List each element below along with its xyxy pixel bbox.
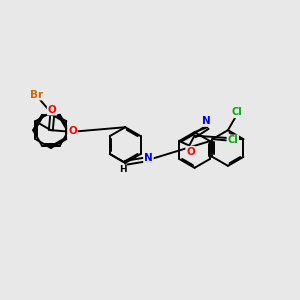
Text: Cl: Cl xyxy=(227,135,238,145)
Text: O: O xyxy=(186,147,195,157)
Text: Br: Br xyxy=(30,89,43,100)
Text: H: H xyxy=(119,165,127,174)
Text: O: O xyxy=(48,105,56,115)
Text: N: N xyxy=(202,116,211,126)
Text: O: O xyxy=(68,126,77,136)
Text: N: N xyxy=(144,153,153,163)
Text: Cl: Cl xyxy=(232,107,243,117)
